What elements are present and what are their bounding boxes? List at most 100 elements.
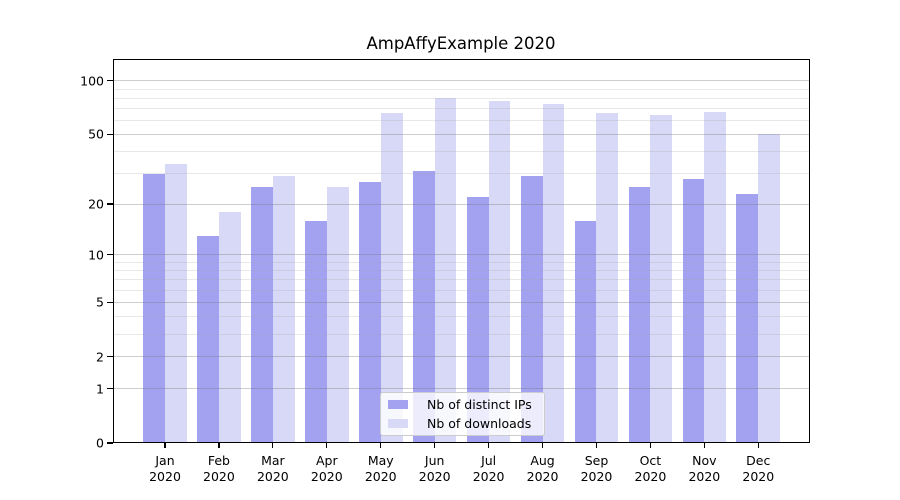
bar-apr-distinct-ips: [305, 220, 327, 443]
y-tick-label-20: 20: [88, 196, 104, 212]
plot-area: [112, 59, 810, 443]
x-tick-year: 2020: [472, 468, 505, 484]
bar-nov-downloads: [704, 111, 727, 443]
bar-jan-distinct-ips: [143, 173, 165, 443]
x-tick-mark-jun: [434, 443, 436, 448]
bar-jun-downloads: [434, 98, 457, 443]
gridline-minor-70: [112, 108, 810, 109]
x-tick-month: Mar: [261, 453, 285, 468]
bar-nov-distinct-ips: [682, 178, 705, 443]
x-tick-label-jun: Jun 2020: [405, 453, 465, 484]
x-tick-mark-oct: [649, 443, 651, 448]
bar-apr-downloads: [326, 187, 349, 443]
x-tick-month: May: [367, 453, 394, 468]
y-tick-label-1: 1: [96, 381, 104, 397]
y-tick-label-2: 2: [96, 349, 104, 365]
x-tick-month: Oct: [639, 453, 662, 468]
y-tick-mark-1: [106, 388, 113, 390]
x-tick-mark-jul: [488, 443, 490, 448]
x-tick-label-jul: Jul 2020: [459, 453, 519, 484]
x-tick-label-sep: Sep 2020: [566, 453, 626, 484]
x-tick-month: Jul: [481, 453, 497, 468]
bar-jan-downloads: [165, 164, 187, 443]
x-tick-mark-dec: [757, 443, 759, 448]
bar-dec-downloads: [758, 134, 781, 443]
x-tick-year: 2020: [580, 468, 613, 484]
x-tick-label-mar: Mar 2020: [243, 453, 303, 484]
y-tick-label-100: 100: [80, 73, 104, 89]
bar-sep-downloads: [596, 113, 619, 443]
x-tick-month: Sep: [584, 453, 609, 468]
x-tick-month: Jun: [424, 453, 445, 468]
x-tick-mark-mar: [272, 443, 274, 448]
x-tick-month: Aug: [530, 453, 555, 468]
x-tick-mark-nov: [703, 443, 705, 448]
bar-oct-distinct-ips: [628, 187, 651, 443]
gridline-minor-80: [112, 97, 810, 99]
y-tick-mark-100: [106, 80, 113, 82]
x-tick-year: 2020: [310, 468, 343, 484]
legend-swatch-distinct-ips-icon: [388, 400, 408, 409]
x-tick-month: Nov: [692, 453, 717, 468]
x-tick-year: 2020: [149, 468, 181, 484]
y-tick-mark-10: [106, 254, 113, 256]
bar-feb-distinct-ips: [197, 235, 219, 443]
legend: Nb of distinct IPs Nb of downloads: [380, 392, 545, 436]
chart-title: AmpAffyExample 2020: [366, 34, 556, 53]
bar-mar-distinct-ips: [251, 187, 273, 443]
x-tick-label-may: May 2020: [351, 453, 411, 484]
bar-may-downloads: [380, 113, 403, 443]
x-tick-mark-aug: [541, 443, 544, 448]
bar-jul-distinct-ips: [466, 196, 489, 443]
bar-oct-downloads: [650, 115, 673, 443]
legend-swatch-downloads-icon: [388, 419, 408, 428]
x-tick-mark-sep: [595, 443, 598, 448]
x-tick-year: 2020: [203, 468, 235, 484]
x-tick-year: 2020: [688, 468, 721, 484]
y-tick-mark-5: [106, 301, 113, 303]
gridline-major-100: [112, 80, 810, 82]
legend-entry-downloads: Nb of downloads: [387, 416, 538, 431]
x-tick-year: 2020: [742, 468, 775, 484]
y-tick-mark-0: [106, 442, 113, 444]
bar-aug-downloads: [542, 104, 565, 443]
x-tick-month: Feb: [207, 453, 230, 468]
bar-aug-distinct-ips: [520, 176, 543, 443]
y-tick-label-10: 10: [88, 247, 104, 263]
x-tick-label-dec: Dec 2020: [728, 453, 788, 484]
x-tick-label-apr: Apr 2020: [297, 453, 357, 484]
bar-feb-downloads: [218, 211, 241, 443]
x-tick-year: 2020: [526, 468, 559, 484]
legend-entry-distinct-ips: Nb of distinct IPs: [387, 397, 538, 412]
x-tick-year: 2020: [256, 468, 289, 484]
x-tick-month: Apr: [315, 453, 338, 468]
x-tick-month: Dec: [746, 453, 771, 468]
x-tick-year: 2020: [364, 468, 397, 484]
x-tick-year: 2020: [634, 468, 667, 484]
x-tick-mark-may: [380, 443, 382, 448]
x-tick-label-oct: Oct 2020: [620, 453, 680, 484]
y-tick-mark-20: [106, 203, 113, 205]
x-tick-year: 2020: [418, 468, 451, 484]
x-tick-mark-feb: [218, 443, 220, 448]
legend-label-downloads: Nb of downloads: [427, 416, 532, 431]
bar-jul-downloads: [488, 101, 511, 443]
bar-dec-distinct-ips: [736, 193, 759, 443]
x-tick-month: Jan: [155, 453, 175, 468]
x-tick-mark-jan: [164, 443, 166, 448]
bar-may-distinct-ips: [358, 181, 381, 443]
x-tick-label-feb: Feb 2020: [189, 453, 249, 484]
legend-label-distinct-ips: Nb of distinct IPs: [427, 397, 532, 412]
x-tick-label-jan: Jan 2020: [135, 453, 195, 484]
y-tick-mark-2: [106, 356, 113, 358]
x-tick-label-aug: Aug 2020: [513, 453, 573, 484]
bar-sep-distinct-ips: [574, 220, 597, 443]
y-tick-mark-50: [106, 133, 113, 136]
bar-jun-distinct-ips: [412, 171, 435, 443]
x-tick-label-nov: Nov 2020: [674, 453, 734, 484]
x-tick-mark-apr: [326, 443, 328, 448]
gridline-minor-90: [112, 88, 810, 90]
bar-mar-downloads: [272, 176, 295, 443]
y-tick-label-0: 0: [96, 435, 104, 451]
y-tick-label-50: 50: [88, 126, 104, 142]
